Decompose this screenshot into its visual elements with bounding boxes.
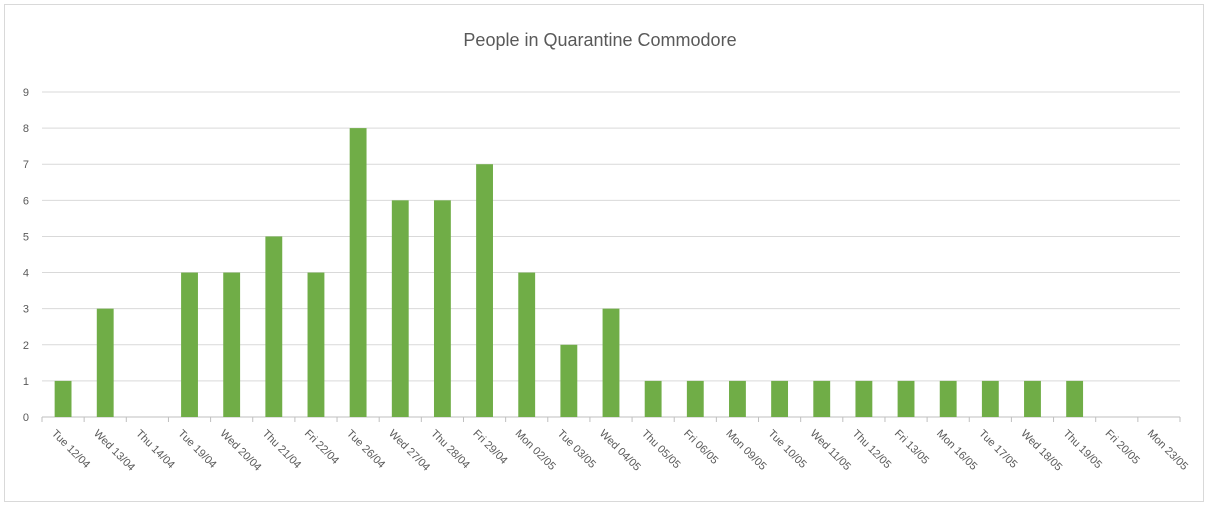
chart-title: People in Quarantine Commodore	[463, 30, 736, 50]
x-tick-label: Wed 13/04	[91, 428, 137, 474]
x-tick-label: Fri 20/05	[1103, 428, 1142, 467]
x-tick-label: Mon 09/05	[723, 428, 768, 473]
bar	[939, 380, 957, 417]
bar	[1024, 380, 1041, 417]
bar	[433, 200, 451, 417]
bar	[729, 380, 746, 417]
bar	[476, 164, 493, 417]
x-tick-label: Thu 21/04	[260, 428, 304, 472]
bar	[1066, 380, 1084, 417]
x-tick-label: Fri 13/05	[892, 428, 931, 467]
y-tick-label: 9	[23, 87, 29, 99]
y-tick-label: 7	[23, 159, 29, 171]
x-tick-label: Wed 04/05	[597, 428, 643, 474]
x-tick-label: Mon 02/05	[513, 428, 558, 473]
bar	[54, 380, 72, 417]
y-axis-ticks: 0 1 2 3 4 5 6 7 8 9	[23, 87, 29, 424]
bar	[560, 344, 578, 417]
bar	[223, 272, 241, 417]
y-tick-label: 4	[23, 268, 29, 280]
x-tick-label: Wed 18/05	[1018, 428, 1064, 474]
bar	[518, 272, 536, 417]
y-tick-label: 2	[23, 340, 29, 352]
y-tick-label: 8	[23, 123, 29, 135]
x-tick-label: Thu 19/05	[1061, 428, 1105, 472]
x-tick-label: Tue 17/05	[976, 428, 1019, 471]
y-tick-label: 6	[23, 195, 29, 207]
bar	[307, 272, 325, 417]
bar	[813, 380, 831, 417]
x-tick-label: Thu 28/04	[428, 428, 472, 472]
bar	[181, 272, 198, 417]
y-tick-label: 5	[23, 231, 29, 243]
x-tick-label: Fri 06/05	[681, 428, 720, 467]
x-tick-label: Tue 19/04	[175, 428, 218, 471]
x-tick-label: Tue 12/04	[49, 428, 92, 471]
y-tick-label: 1	[23, 376, 29, 388]
x-tick-label: Mon 23/05	[1145, 428, 1190, 473]
x-tick-label: Wed 27/04	[386, 428, 432, 474]
bar	[96, 308, 114, 417]
chart-area	[4, 4, 1204, 502]
x-tick-label: Wed 11/05	[808, 428, 853, 473]
bar	[602, 308, 620, 417]
bar	[391, 200, 409, 417]
x-tick-label: Thu 14/04	[133, 428, 177, 472]
bar	[265, 236, 283, 417]
y-tick-label: 3	[23, 304, 29, 316]
bar	[644, 380, 662, 417]
x-tick-label: Fri 29/04	[470, 428, 509, 467]
bars	[54, 128, 1084, 417]
bar	[897, 380, 915, 417]
bar	[855, 380, 873, 417]
x-tick-label: Tue 03/05	[555, 428, 598, 471]
x-tick-label: Thu 12/05	[850, 428, 894, 472]
bar	[981, 380, 999, 417]
x-tick-label: Wed 20/04	[218, 428, 264, 474]
y-tick-label: 0	[23, 412, 29, 424]
bar	[349, 128, 367, 417]
bar	[686, 380, 704, 417]
x-tick-label: Tue 26/04	[344, 428, 387, 471]
x-tick-label: Tue 10/05	[765, 428, 808, 471]
x-tick-label: Fri 22/04	[302, 428, 341, 467]
x-tick-label: Mon 16/05	[934, 428, 979, 473]
bar	[771, 380, 789, 417]
x-tick-label: Thu 05/05	[639, 428, 683, 472]
